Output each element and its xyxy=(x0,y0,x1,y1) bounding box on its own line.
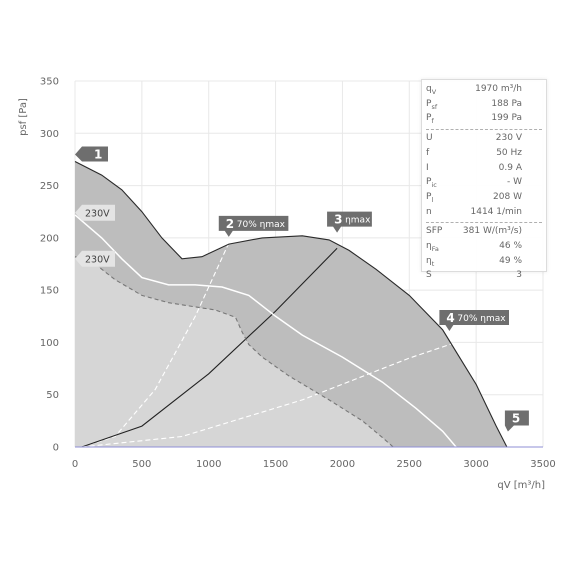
marker-flag xyxy=(75,146,108,162)
curve-label-text: 230V xyxy=(85,208,110,219)
info-row: Pf 199 Pa xyxy=(422,113,546,125)
info-row: Pl 208 W xyxy=(422,192,546,204)
info-symbol: Pl xyxy=(426,191,434,204)
marker-text: 70% ηmax xyxy=(237,220,286,230)
x-tick-label: 0 xyxy=(72,459,78,470)
info-value: 46 % xyxy=(499,241,522,251)
min-operating-area xyxy=(75,256,394,447)
x-tick-label: 500 xyxy=(132,459,151,470)
info-row: U 230 V xyxy=(422,133,546,145)
x-tick-label: 1000 xyxy=(196,459,221,470)
y-tick-label: 0 xyxy=(53,443,59,454)
info-symbol: SFP xyxy=(426,226,443,237)
info-value: 49 % xyxy=(499,255,522,266)
info-separator xyxy=(426,222,542,224)
info-row: qV 1970 m³/h xyxy=(422,84,546,96)
info-row: SFP 381 W/(m³/s) xyxy=(422,226,546,238)
marker-text: 70% ηmax xyxy=(457,314,506,324)
curve-label-text: 230V xyxy=(85,254,110,265)
marker-3: 3 ηmax xyxy=(327,211,372,233)
info-value: 1414 1/min xyxy=(470,206,523,217)
info-value: 0.9 A xyxy=(498,162,522,173)
y-axis-label: psf [Pa] xyxy=(18,98,29,136)
marker-5: 5 xyxy=(504,410,529,432)
y-tick-label: 150 xyxy=(40,286,59,297)
info-symbol: Pic xyxy=(426,177,437,189)
y-tick-label: 100 xyxy=(40,338,59,349)
operating-point-info-panel: qV 1970 m³/h Psf 188 Pa Pf 199 Pa U 230 V f 50 Hz… xyxy=(421,79,547,280)
y-tick-label: 50 xyxy=(46,390,59,401)
info-symbol: Psf xyxy=(426,98,438,111)
operating-areas xyxy=(75,161,507,447)
info-value: 3 xyxy=(516,270,522,281)
x-tick-label: 3500 xyxy=(530,459,555,470)
info-value: 1970 m³/h xyxy=(475,84,522,94)
info-row: ηt 49 % xyxy=(422,256,546,268)
min-boundary-curve xyxy=(74,256,394,448)
x-tick-label: 2000 xyxy=(330,459,355,470)
marker-number: 2 xyxy=(226,217,234,231)
info-symbol: ηt xyxy=(426,255,435,268)
curve-label-230v: 230V xyxy=(75,204,115,221)
info-value: 188 Pa xyxy=(491,98,522,109)
x-tick-label: 3000 xyxy=(463,459,488,470)
info-value: 381 W/(m³/s) xyxy=(462,226,522,237)
info-value: - W xyxy=(506,177,522,188)
marker-number: 3 xyxy=(334,213,342,227)
marker-flag xyxy=(327,211,372,233)
info-value: 230 V xyxy=(495,133,522,144)
info-symbol: ηFa xyxy=(426,241,439,253)
efficiency-curve-70-high xyxy=(81,341,457,448)
info-symbol: U xyxy=(426,133,433,144)
x-axis-label: qV [m³/h] xyxy=(497,480,545,491)
info-row: I 0.9 A xyxy=(422,163,546,175)
x-tick-label: 1500 xyxy=(263,459,288,470)
info-symbol: S xyxy=(426,270,432,281)
info-separator xyxy=(426,129,542,131)
info-value: 208 W xyxy=(493,191,522,202)
info-row: ηFa 46 % xyxy=(422,241,546,253)
operating-curve-230v xyxy=(74,214,457,448)
marker-flag xyxy=(439,309,509,331)
y-tick-label: 250 xyxy=(40,181,59,192)
curves xyxy=(74,161,543,448)
marker-1: 1 xyxy=(75,146,108,162)
efficiency-curve-70-low xyxy=(81,242,230,448)
efficiency-curve-max xyxy=(81,247,338,448)
y-tick-label: 300 xyxy=(40,129,59,140)
info-value: 199 Pa xyxy=(491,113,522,124)
marker-number: 4 xyxy=(446,311,454,325)
x-tick-label: 2500 xyxy=(397,459,422,470)
curve-label-flag xyxy=(75,250,115,267)
info-symbol: I xyxy=(426,162,429,173)
marker-4: 4 70% ηmax xyxy=(439,309,509,331)
marker-text: ηmax xyxy=(345,216,371,226)
max-boundary-curve xyxy=(74,161,508,448)
info-value: 50 Hz xyxy=(496,147,522,158)
marker-number: 5 xyxy=(512,412,520,426)
curve-label-230v: 230V xyxy=(75,250,115,267)
y-tick-label: 350 xyxy=(40,77,59,88)
info-row: Psf 188 Pa xyxy=(422,99,546,111)
info-symbol: f xyxy=(426,147,430,158)
marker-flag xyxy=(504,410,529,432)
info-symbol: qV xyxy=(426,84,437,96)
info-row: f 50 Hz xyxy=(422,148,546,160)
curve-label-flag xyxy=(75,204,115,221)
marker-number: 1 xyxy=(94,148,102,162)
info-symbol: Pf xyxy=(426,113,434,126)
marker-flag xyxy=(218,215,289,237)
info-symbol: n xyxy=(426,206,432,217)
y-tick-label: 200 xyxy=(40,233,59,244)
info-row: Pic - W xyxy=(422,177,546,189)
marker-2: 2 70% ηmax xyxy=(218,215,289,237)
info-row: n 1414 1/min xyxy=(422,207,546,219)
